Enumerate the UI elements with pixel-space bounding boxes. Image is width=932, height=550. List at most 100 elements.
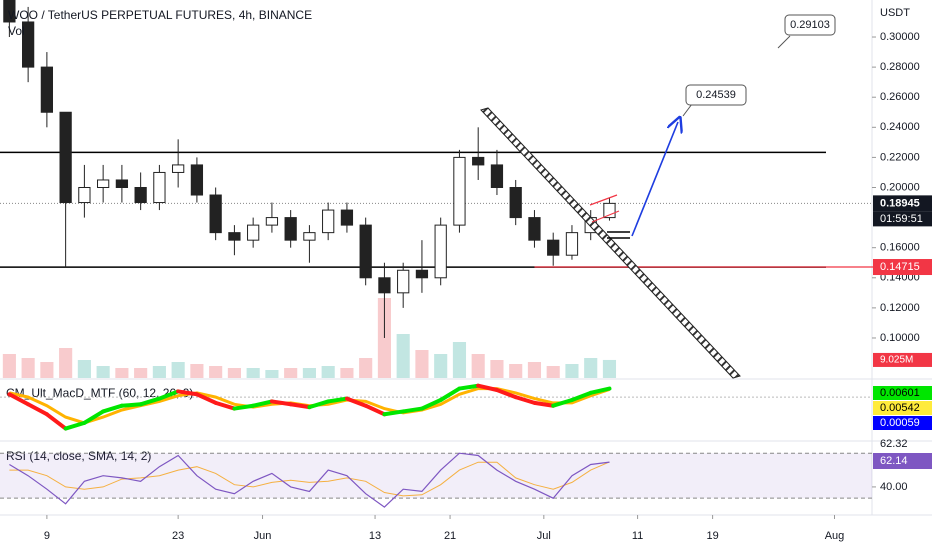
volume-bar xyxy=(584,358,598,378)
volume-bar xyxy=(115,368,129,378)
volume-bar xyxy=(209,366,223,378)
macd-segment xyxy=(401,406,424,414)
subtitle: Vol xyxy=(8,24,25,38)
annotation: 0.29103 xyxy=(790,19,830,31)
x-tick-label: 19 xyxy=(706,530,718,542)
x-tick-label: 11 xyxy=(632,530,643,542)
macd-label: 0.00542 xyxy=(880,402,920,414)
candle-body xyxy=(490,164,504,188)
candle-body xyxy=(22,21,35,68)
callout xyxy=(777,35,791,49)
macd-segment xyxy=(157,389,181,401)
volume-bar xyxy=(509,364,523,378)
candle-body xyxy=(397,269,410,294)
volume-bar xyxy=(77,360,91,378)
rsi-tag xyxy=(873,453,932,469)
macd-segment xyxy=(551,398,574,408)
macd-segment xyxy=(513,395,537,405)
callout xyxy=(682,103,693,117)
volume-bar xyxy=(452,342,467,378)
candle-body xyxy=(3,0,16,23)
macd-segment xyxy=(232,403,256,411)
macd-segment xyxy=(382,409,406,417)
macd-segment xyxy=(438,386,462,402)
candle-body xyxy=(472,156,485,166)
volume-bar xyxy=(227,368,241,378)
candle-body xyxy=(528,217,541,241)
macd-segment xyxy=(588,386,612,395)
chart-title: WOO / TetherUS PERPETUAL FUTURES, 4h, BI… xyxy=(8,8,312,22)
candle-body xyxy=(322,209,335,234)
rsi-ma xyxy=(9,461,610,497)
volume-bar xyxy=(96,366,110,378)
candle-body xyxy=(340,209,354,226)
macd-segment xyxy=(101,403,124,414)
volume-bar xyxy=(40,362,54,378)
macd-segment xyxy=(213,400,237,411)
callout-box xyxy=(784,14,836,36)
volume-label: 9.025M xyxy=(880,355,913,366)
x-tick-label: 23 xyxy=(172,530,184,542)
y-tick-label: 0.20000 xyxy=(880,181,920,193)
candle-body xyxy=(603,202,616,219)
price-tag xyxy=(873,195,932,212)
candle-body xyxy=(453,156,466,226)
macd-tag xyxy=(873,386,932,400)
price-label: 0.18945 xyxy=(880,197,920,209)
macd-segment xyxy=(457,383,481,391)
candle-body xyxy=(247,224,260,241)
x-tick-label: Jul xyxy=(537,530,551,542)
volume-bar xyxy=(265,370,279,378)
candle-body xyxy=(172,164,185,173)
candle-body xyxy=(59,111,72,204)
countdown: 01:59:51 xyxy=(880,213,923,225)
currency: USDT xyxy=(880,7,910,19)
y-tick-label: 0.30000 xyxy=(880,31,920,43)
rsi-label: 62.32 xyxy=(880,438,908,450)
macd-segment xyxy=(194,392,218,405)
macd-segment xyxy=(288,402,312,410)
volume-bar xyxy=(377,298,391,378)
macd-segment xyxy=(326,396,349,404)
support-tag xyxy=(873,259,932,276)
candle-body xyxy=(78,186,91,204)
macd-segment xyxy=(363,403,387,417)
x-tick-label: 13 xyxy=(369,530,381,542)
arrow xyxy=(631,122,678,237)
volume-bar xyxy=(527,362,542,378)
volume-bar xyxy=(321,366,335,378)
callout-box xyxy=(685,84,747,106)
candle-body xyxy=(209,194,222,234)
macd-tag xyxy=(873,416,932,430)
support-label: 0.14715 xyxy=(880,261,920,273)
volume-bar xyxy=(546,366,560,378)
rsi-line xyxy=(9,452,610,508)
macd-segment xyxy=(119,402,143,408)
x-tick-label: 21 xyxy=(444,530,456,542)
macd-segment xyxy=(82,409,106,425)
candle-body xyxy=(547,239,560,256)
candle-body xyxy=(359,224,372,279)
y-tick-label: 0.10000 xyxy=(880,332,920,344)
annotation: 0.24539 xyxy=(696,89,736,101)
rsi-tick-label: 40.00 xyxy=(880,481,908,493)
macd-segment xyxy=(63,420,87,431)
volume-bar xyxy=(434,354,448,378)
rsi-label: 62.14 xyxy=(880,455,908,467)
wedge xyxy=(589,194,618,206)
volume-bar xyxy=(415,350,429,378)
macd-segment xyxy=(138,396,162,407)
candle-body xyxy=(40,66,54,113)
macd-segment xyxy=(307,399,331,410)
macd-segment xyxy=(251,399,274,408)
volume-bar xyxy=(134,368,148,378)
macd-segment xyxy=(26,402,49,417)
volume-bar xyxy=(471,354,485,378)
x-tick-label: 9 xyxy=(44,530,50,542)
volume-bar xyxy=(2,354,16,378)
volume-tag xyxy=(873,352,932,367)
y-tick-label: 0.22000 xyxy=(880,151,920,163)
volume-bar xyxy=(246,368,260,378)
